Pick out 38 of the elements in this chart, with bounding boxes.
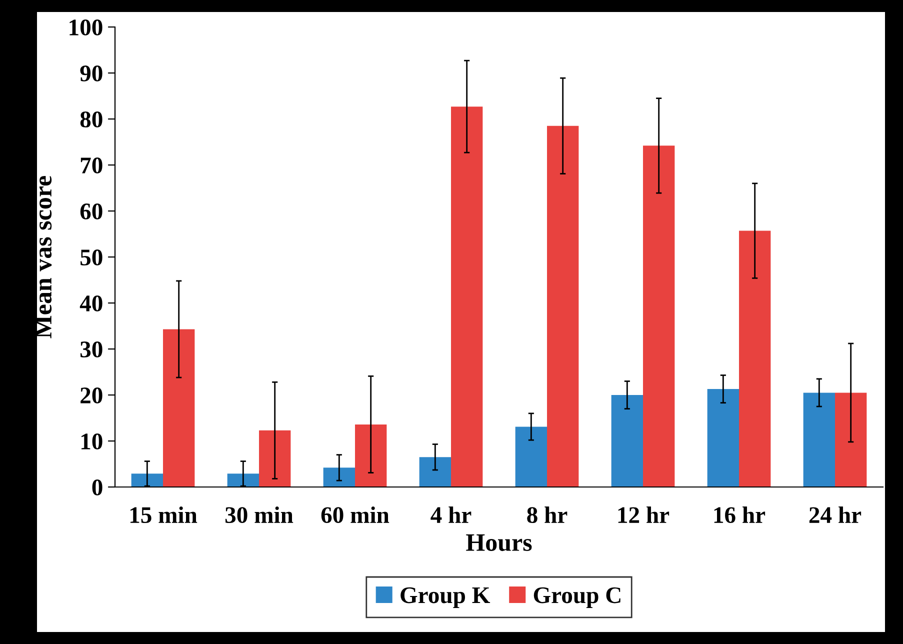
bar [131,474,163,487]
y-tick-label: 100 [70,19,102,36]
bar [707,389,739,487]
y-tick-label: 40 [80,295,102,312]
bar [163,329,195,487]
x-tick-label: 12 hr [618,506,670,523]
y-tick-label: 30 [80,341,102,358]
x-tick-label: 8 hr [527,506,568,524]
bar [323,468,355,487]
y-tick-label: 20 [80,387,102,404]
x-tick-label: 16 hr [714,506,766,524]
bar [611,395,643,487]
y-tick-label: 80 [80,111,102,128]
y-tick-label: 10 [81,433,102,450]
x-axis-title: Hours [466,534,532,552]
bar [739,230,771,487]
bar [803,392,835,487]
bar [451,106,483,487]
x-tick-label: 60 min [321,506,390,524]
y-tick-label: 0 [92,479,102,496]
bar [515,426,547,487]
bar [259,430,291,487]
x-tick-label: 24 hr [809,506,862,523]
x-tick-label: 15 min [130,506,198,524]
bar [643,146,675,487]
y-tick-label: 70 [80,157,102,174]
bar [227,474,259,487]
x-tick-label: 30 min [225,506,294,524]
legend-label: Group K [400,587,490,608]
y-tick-label: 60 [80,203,102,220]
bar [355,424,387,487]
legend-label: Group C [534,587,620,608]
bar [547,126,579,487]
y-tick-label: 50 [80,249,102,266]
y-tick-label: 90 [80,65,102,82]
bar [835,392,867,487]
bar [419,457,451,487]
x-tick-label: 4 hr [430,506,472,523]
